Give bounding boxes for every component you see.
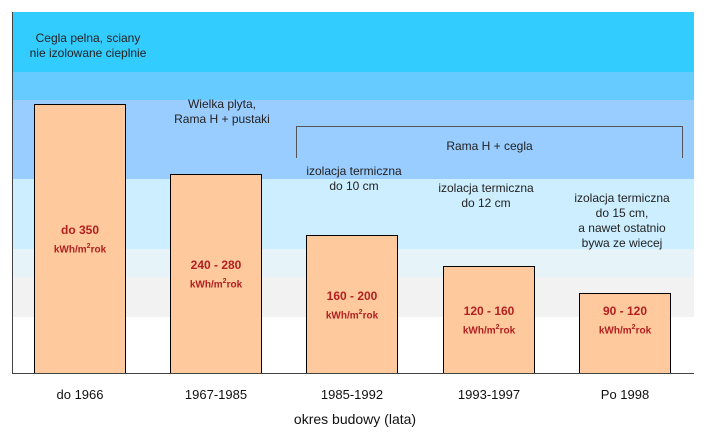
annotation-text: izolacja termiczna do 10 cm: [306, 164, 402, 193]
bar-data-label: 240 - 280 kWh/m2rok: [170, 258, 262, 290]
bar: [170, 173, 262, 374]
annotation-text: Wielka plyta, Rama H + pustaki: [174, 97, 270, 126]
x-axis-label: okres budowy (lata): [293, 411, 417, 427]
bracket-line: [296, 126, 683, 158]
annotation-text: izolacja termiczna do 12 cm: [438, 181, 534, 210]
annotation-text: Cegla pelna, sciany nie izolowane ciepln…: [29, 31, 147, 60]
bar-value-label: 240 - 280: [190, 257, 242, 272]
bar-data-label: 90 - 120 kWh/m2rok: [579, 304, 671, 336]
background-band: [12, 72, 694, 100]
bar: [579, 293, 671, 374]
bar-unit-label: kWh/m2rok: [325, 308, 379, 321]
plot-area: do 350 kWh/m2rok 240 - 280 kWh/m2rok 160 - 2…: [12, 12, 694, 374]
bar-unit-label: kWh/m2rok: [53, 243, 107, 256]
bar: [443, 266, 535, 374]
background-band: [12, 12, 694, 72]
x-tick-label: 1985-1992: [320, 387, 384, 402]
bar-value-label: 160 - 200: [326, 288, 378, 303]
bar-data-label: 160 - 200 kWh/m2rok: [306, 289, 398, 321]
y-axis-line: [12, 12, 13, 374]
bar: [34, 104, 126, 374]
bar-data-label: do 350 kWh/m2rok: [34, 223, 126, 255]
x-tick-label: Po 1998: [600, 387, 650, 402]
x-tick-label: do 1966: [56, 387, 104, 402]
x-axis-line: [12, 373, 694, 374]
bracket-label: Rama H + cegla: [446, 139, 533, 153]
bar-value-label: 90 - 120: [602, 304, 648, 318]
bar-unit-label: kWh/m2rok: [598, 324, 652, 337]
bar-unit-label: kWh/m2rok: [189, 277, 243, 291]
x-tick-label: 1967-1985: [184, 387, 248, 402]
x-tick-label: 1993-1997: [457, 387, 521, 402]
bar-unit-label: kWh/m2rok: [462, 324, 516, 337]
bar: [306, 235, 398, 374]
bar-value-label: 120 - 160: [463, 304, 515, 318]
bar-value-label: do 350: [60, 223, 99, 238]
bar-data-label: 120 - 160 kWh/m2rok: [443, 304, 535, 336]
annotation-text: izolacja termiczna do 15 cm, a nawet ost…: [574, 191, 670, 250]
